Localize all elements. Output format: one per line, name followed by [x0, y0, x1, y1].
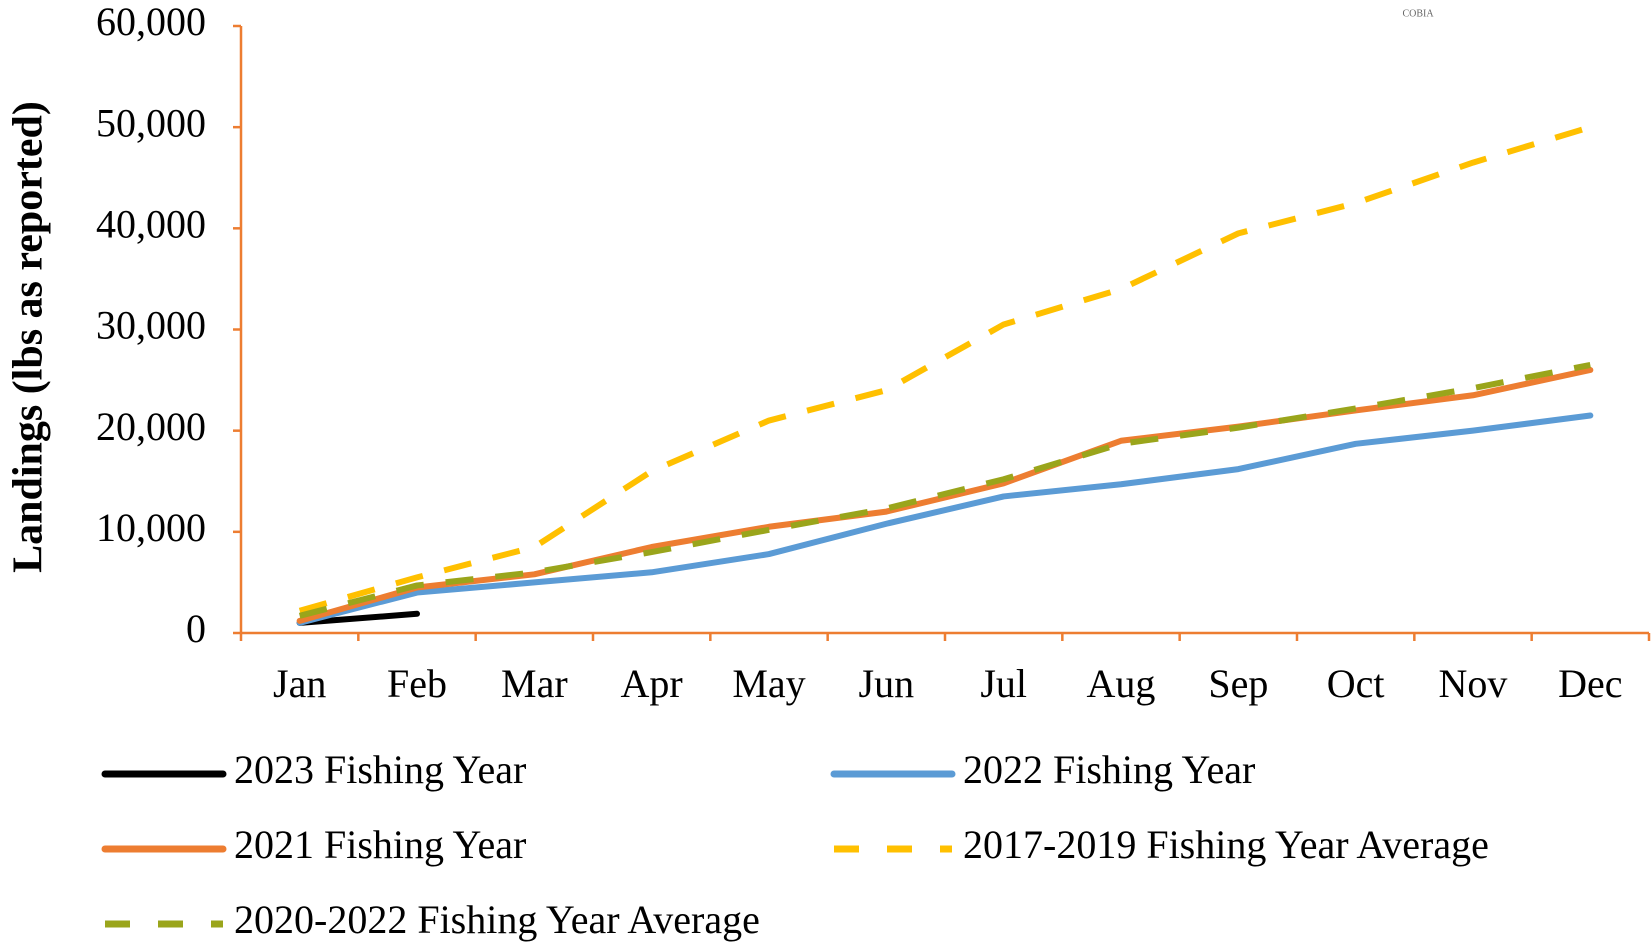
x-tick-label: May	[732, 661, 805, 706]
y-tick-label: 0	[186, 606, 206, 651]
legend-label: 2017-2019 Fishing Year Average	[963, 822, 1489, 867]
x-tick-label: Aug	[1087, 661, 1156, 706]
annotation: COBIA	[1402, 8, 1434, 19]
legend-label: 2023 Fishing Year	[234, 747, 526, 792]
x-tick-label: Oct	[1327, 661, 1385, 706]
x-tick-label: Dec	[1558, 661, 1622, 706]
line-series	[298, 361, 1591, 619]
x-tick-label: Feb	[387, 661, 447, 706]
legend-label: 2021 Fishing Year	[234, 822, 526, 867]
line-series	[296, 610, 420, 626]
x-tick-label: Jan	[273, 661, 326, 706]
x-tick-label: Sep	[1208, 661, 1268, 706]
y-axis-label: Landings (lbs as reported)	[6, 101, 52, 573]
line-series	[298, 124, 1592, 614]
x-tick-label: Mar	[501, 661, 568, 706]
y-tick-label: 10,000	[96, 505, 206, 550]
legend-label: 2022 Fishing Year	[963, 747, 1255, 792]
line-series	[296, 412, 1594, 626]
x-tick-label: Nov	[1439, 661, 1508, 706]
x-tick-label: Jul	[980, 661, 1027, 706]
x-tick-label: Jun	[859, 661, 915, 706]
x-tick-label: Apr	[621, 661, 683, 706]
legend-label: 2020-2022 Fishing Year Average	[234, 897, 760, 942]
y-tick-label: 50,000	[96, 100, 206, 145]
y-tick-label: 40,000	[96, 202, 206, 247]
y-tick-label: 30,000	[96, 303, 206, 348]
y-tick-label: 20,000	[96, 404, 206, 449]
y-tick-label: 60,000	[96, 0, 206, 44]
